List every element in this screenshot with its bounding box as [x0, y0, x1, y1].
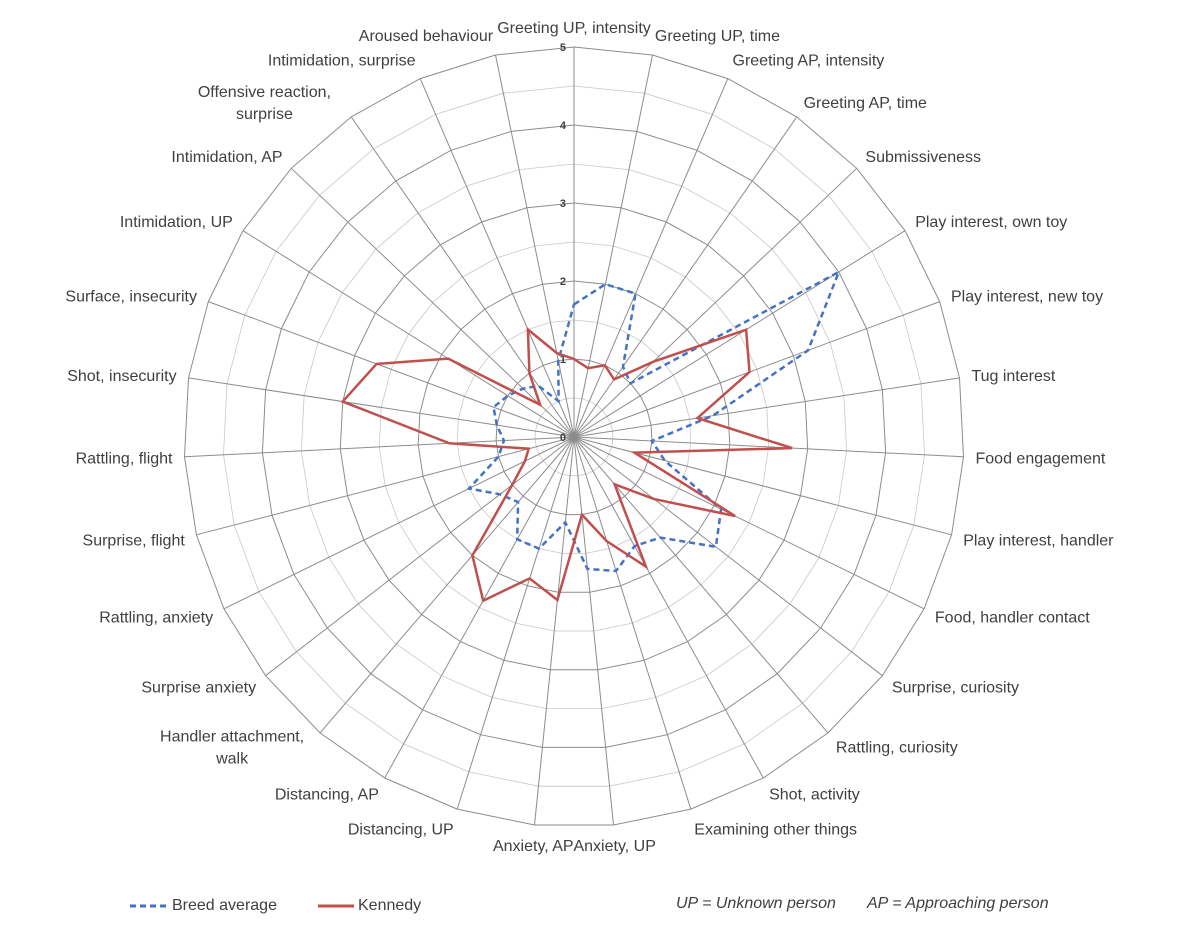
- tick-label: 4: [560, 120, 567, 132]
- grid-spoke: [290, 167, 575, 438]
- grid-ring-major: [261, 124, 887, 748]
- category-label: Surprise, curiosity: [892, 680, 1019, 697]
- radar-grid: [183, 46, 965, 826]
- category-label: Submissiveness: [865, 149, 981, 166]
- category-label: Rattling, flight: [76, 451, 173, 468]
- legend-swatch-solid: [318, 904, 354, 908]
- category-label: Distancing, UP: [348, 822, 454, 839]
- category-label: Play interest, handler: [963, 532, 1114, 549]
- legend-item-kennedy: Kennedy: [318, 893, 421, 919]
- grid-ring-minor: [456, 319, 692, 554]
- category-label: Aroused behaviour: [359, 28, 494, 45]
- grid-spoke: [573, 301, 940, 438]
- grid-ring-major: [183, 46, 965, 826]
- category-label: Surface, insecurity: [65, 288, 197, 305]
- category-label: Play interest, new toy: [951, 288, 1103, 305]
- grid-ring-minor: [223, 85, 925, 787]
- grid-ring-minor: [378, 241, 770, 632]
- category-label: Intimidation, UP: [120, 214, 233, 231]
- series-group: [340, 269, 842, 603]
- category-label: Greeting AP, intensity: [733, 53, 885, 70]
- grid-spoke: [184, 436, 575, 458]
- category-label: Food engagement: [976, 451, 1106, 468]
- legend-swatch-dashed: [130, 904, 166, 908]
- tick-label: 5: [560, 42, 566, 54]
- category-label: Examining other things: [694, 822, 857, 839]
- tick-label: 2: [560, 276, 566, 288]
- category-label: Tug interest: [971, 368, 1055, 385]
- grid-ring-minor: [534, 397, 614, 477]
- category-label: Intimidation, AP: [171, 149, 282, 166]
- grid-spoke: [534, 436, 575, 826]
- grid-spoke: [573, 436, 829, 734]
- category-label: Greeting AP, time: [804, 95, 927, 112]
- category-label: Rattling, curiosity: [836, 740, 958, 757]
- series-line-kennedy: [340, 326, 793, 603]
- category-label: Anxiety, UP: [573, 838, 655, 855]
- grid-spoke: [495, 54, 575, 438]
- legend-item-breed-average: Breed average: [130, 893, 277, 919]
- grid-spoke: [223, 436, 575, 610]
- grid-spoke: [188, 377, 575, 438]
- tick-label: 3: [560, 198, 566, 210]
- category-label: Play interest, own toy: [915, 214, 1067, 231]
- grid-spoke: [573, 377, 960, 438]
- category-label: Rattling, anxiety: [99, 610, 213, 627]
- grid-spoke: [573, 436, 764, 779]
- legend-label: Breed average: [172, 897, 277, 914]
- grid-ring-minor: [300, 163, 848, 709]
- category-label: Greeting UP, time: [655, 28, 780, 45]
- tick-label: 0: [560, 432, 566, 444]
- grid-spoke: [208, 301, 575, 438]
- category-label: Food, handler contact: [935, 610, 1090, 627]
- radar-chart: 0 1 2 3 4 5 Greeting UP, intensity Greeting UP…: [65, 20, 1114, 855]
- note-up-definition: UP = Unknown person: [676, 895, 836, 912]
- grid-spoke: [573, 436, 883, 677]
- grid-spoke: [573, 436, 964, 458]
- grid-spoke: [573, 436, 614, 826]
- grid-spoke: [196, 436, 575, 536]
- note-ap-definition: AP = Approaching person: [867, 895, 1049, 912]
- grid-spoke: [573, 436, 692, 810]
- radial-tick-labels: 0 1 2 3 4 5: [560, 42, 567, 444]
- grid-spoke: [419, 78, 575, 438]
- grid-spoke: [573, 54, 653, 438]
- grid-spoke: [573, 116, 798, 438]
- category-labels: Greeting UP, intensity Greeting UP, time G…: [65, 20, 1114, 855]
- category-label: Intimidation, surprise: [268, 53, 416, 70]
- grid-spoke: [456, 436, 575, 810]
- category-label: Surprise, flight: [83, 532, 186, 549]
- grid-spoke: [350, 116, 575, 438]
- category-label: Distancing, AP: [275, 787, 379, 804]
- category-label: Shot, insecurity: [67, 368, 176, 385]
- legend-label: Kennedy: [358, 897, 422, 914]
- grid-spoke: [319, 436, 575, 734]
- grid-spoke: [573, 167, 858, 438]
- category-label: Shot, activity: [769, 787, 860, 804]
- grid-spoke: [573, 78, 729, 438]
- grid-spoke: [573, 230, 906, 438]
- category-label: Handler attachment, walk: [160, 729, 304, 768]
- grid-spoke: [265, 436, 575, 677]
- category-label: Surprise anxiety: [141, 680, 256, 697]
- category-label: Offensive reaction, surprise: [198, 84, 331, 123]
- tick-label: 1: [560, 354, 566, 366]
- category-label: Anxiety, AP: [493, 838, 574, 855]
- grid-ring-major: [339, 202, 809, 671]
- grid-spoke: [573, 436, 925, 610]
- series-line-breed-average: [466, 269, 842, 573]
- grid-spoke: [384, 436, 575, 779]
- grid-spoke: [242, 230, 575, 438]
- category-label: Greeting UP, intensity: [497, 20, 651, 37]
